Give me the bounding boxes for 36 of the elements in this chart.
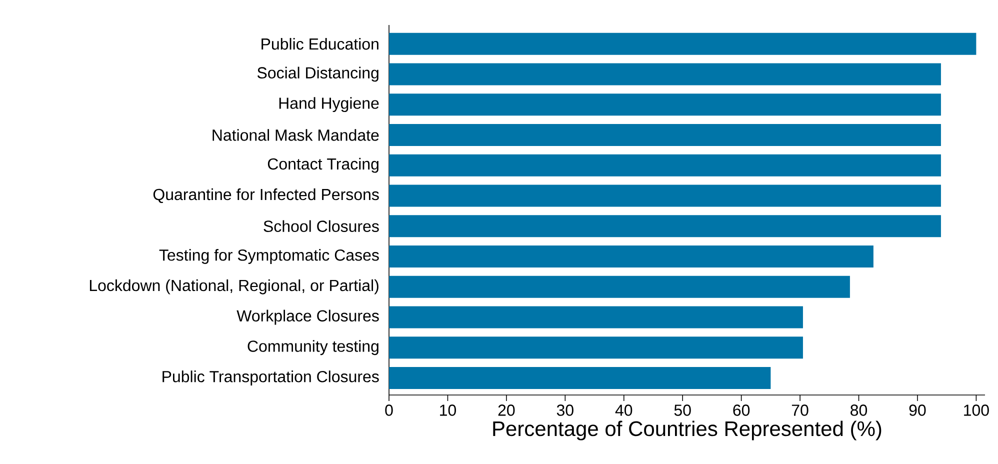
bar (389, 215, 941, 238)
bar (389, 63, 941, 86)
x-tick-label: 70 (792, 404, 808, 416)
x-tick-label: 100 (964, 404, 989, 416)
y-tick-label: Quarantine for Infected Persons (153, 188, 379, 204)
y-tick-label: Public Education (262, 38, 378, 50)
x-tick-label: 40 (615, 404, 632, 416)
y-tick-label: Lockdown (National, Regional, or Partial) (90, 279, 378, 294)
bar (389, 276, 850, 298)
y-tick-label: Workplace Closures (236, 310, 379, 325)
bar (389, 124, 941, 146)
x-tick-label: 20 (498, 404, 515, 416)
bar (389, 32, 976, 55)
bar (389, 366, 771, 389)
y-tick-label: Testing for Symptomatic Cases (159, 249, 379, 264)
y-tick-label: Community testing (248, 340, 378, 356)
x-tick-label: 50 (674, 404, 691, 416)
x-axis-title: Percentage of Countries Represented (%) (493, 420, 882, 440)
y-tick-label: Hand Hygiene (279, 97, 379, 112)
x-tick-label: 80 (850, 404, 868, 416)
y-tick-label: Social Distancing (257, 66, 378, 82)
y-tick-label: School Closures (264, 220, 379, 232)
x-tick-label: 10 (440, 404, 456, 416)
bar (389, 184, 941, 207)
bar (389, 154, 941, 176)
x-tick-label: 90 (909, 404, 926, 416)
bar (389, 245, 874, 268)
bar (389, 306, 803, 328)
y-tick-label: Public Transportation Closures (162, 370, 379, 386)
x-tick-label: 0 (385, 404, 393, 416)
y-tick-label: Contact Tracing (268, 158, 378, 173)
y-tick-label: National Mask Mandate (212, 129, 379, 141)
bar (389, 336, 803, 359)
bar (389, 94, 941, 116)
x-tick-label: 60 (733, 404, 750, 416)
x-tick-label: 30 (556, 404, 574, 416)
